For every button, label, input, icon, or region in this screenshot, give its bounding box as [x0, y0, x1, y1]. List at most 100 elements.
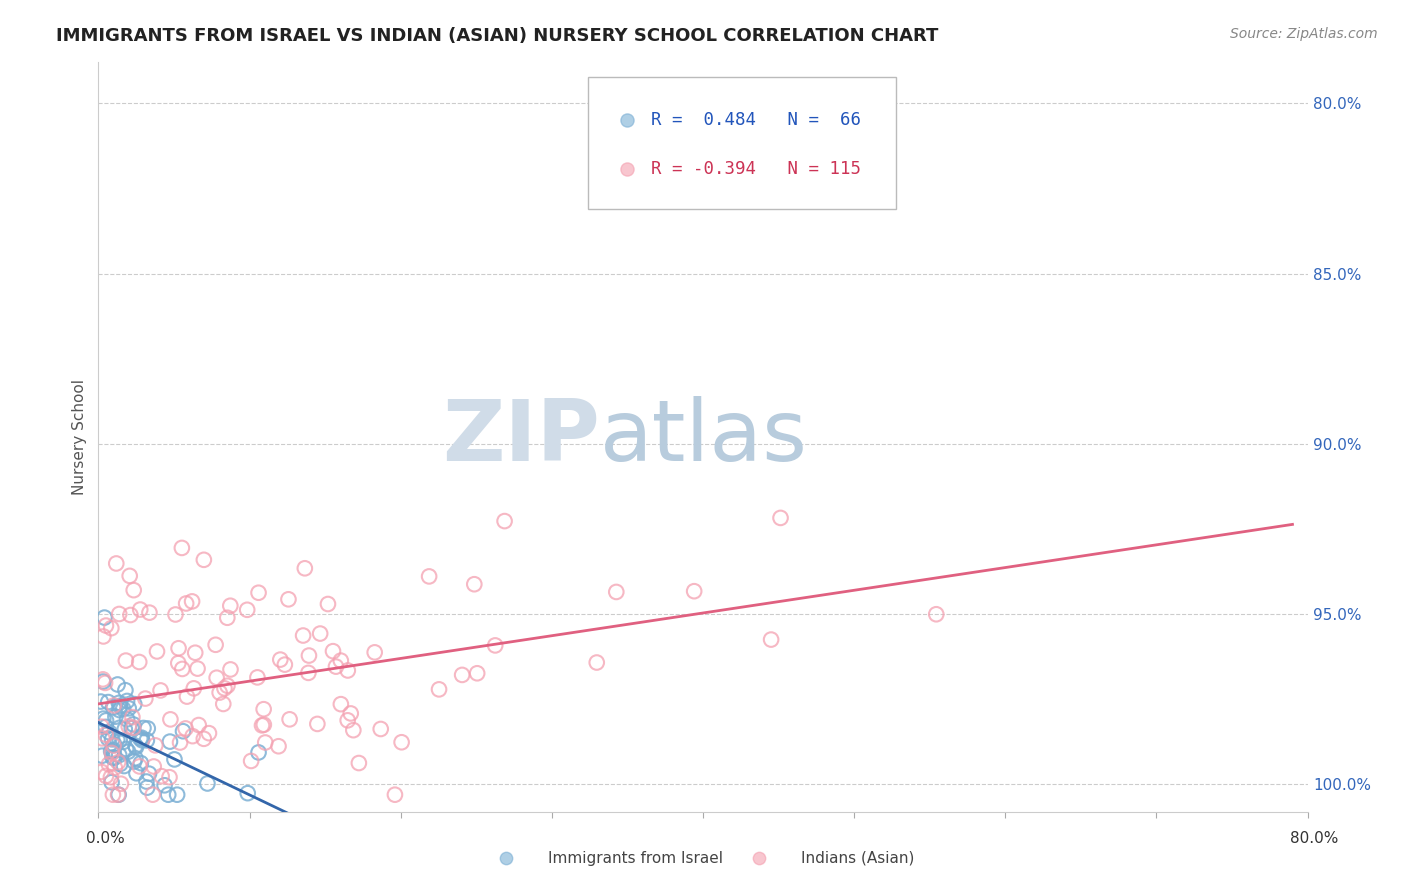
Point [217, 679, 239, 693]
Point [108, 696, 131, 710]
Point [114, 683, 136, 698]
Point [138, 606, 160, 620]
Point [769, 511, 792, 525]
Point [925, 607, 948, 622]
Point [236, 786, 259, 800]
Point [125, 766, 148, 780]
Point [136, 780, 159, 795]
Point [384, 788, 406, 802]
Point [748, 295, 770, 310]
Point [94, 720, 117, 734]
Point [363, 645, 385, 659]
Point [246, 670, 269, 684]
Point [118, 701, 141, 715]
Point [117, 745, 139, 759]
Point [121, 710, 143, 724]
Point [165, 607, 187, 622]
Point [253, 702, 276, 716]
Point [122, 755, 145, 769]
Point [181, 729, 204, 743]
Point [184, 646, 207, 660]
Text: Source: ZipAtlas.com: Source: ZipAtlas.com [1230, 27, 1378, 41]
Point [150, 769, 173, 783]
Point [125, 740, 148, 755]
Point [254, 735, 277, 749]
Point [322, 644, 344, 658]
Point [465, 666, 488, 681]
Point [129, 602, 152, 616]
Point [159, 734, 181, 748]
Point [157, 788, 180, 802]
Point [112, 702, 135, 716]
Point [325, 659, 347, 673]
Point [98, 725, 121, 739]
Point [169, 735, 191, 749]
Point [93, 610, 115, 624]
Point [108, 721, 131, 735]
Point [90, 764, 112, 779]
Point [120, 607, 142, 622]
Point [183, 681, 205, 696]
Point [187, 718, 209, 732]
Point [294, 561, 316, 575]
Point [100, 770, 122, 784]
Point [115, 694, 138, 708]
Point [94, 714, 117, 728]
Point [91, 712, 114, 726]
Point [174, 597, 197, 611]
Point [122, 583, 145, 598]
Point [197, 776, 219, 790]
Point [101, 746, 124, 760]
Point [250, 718, 273, 732]
Point [93, 629, 115, 643]
Point [97, 731, 120, 746]
Point [193, 731, 215, 746]
Point [316, 597, 339, 611]
Point [135, 733, 157, 747]
Point [205, 671, 228, 685]
Point [253, 717, 276, 731]
Point [585, 656, 607, 670]
Point [138, 766, 160, 780]
Text: R =  0.484   N =  66: R = 0.484 N = 66 [651, 111, 860, 128]
Point [103, 739, 125, 753]
Point [101, 743, 124, 757]
Point [298, 648, 321, 663]
Point [108, 733, 131, 747]
Point [110, 777, 132, 791]
Point [107, 755, 129, 769]
Point [100, 775, 122, 789]
Point [336, 714, 359, 728]
Point [131, 733, 153, 747]
Point [94, 769, 117, 783]
Point [91, 673, 114, 687]
Point [391, 735, 413, 749]
Point [427, 682, 450, 697]
Point [748, 516, 770, 531]
Point [122, 717, 145, 731]
Point [91, 748, 114, 763]
Point [297, 665, 319, 680]
Point [128, 655, 150, 669]
Point [166, 788, 188, 802]
Point [342, 723, 364, 738]
Point [100, 621, 122, 635]
Point [108, 698, 131, 713]
Point [329, 697, 352, 711]
Point [176, 690, 198, 704]
Point [605, 585, 627, 599]
Point [451, 668, 474, 682]
Point [174, 722, 197, 736]
Point [204, 638, 226, 652]
Point [172, 724, 194, 739]
Point [129, 731, 152, 746]
Point [370, 722, 392, 736]
Point [104, 709, 127, 723]
Y-axis label: Nursery School: Nursery School [72, 379, 87, 495]
Point [118, 719, 141, 733]
Point [418, 569, 440, 583]
Point [159, 712, 181, 726]
Point [167, 641, 190, 656]
Point [108, 703, 131, 717]
Point [136, 722, 159, 736]
